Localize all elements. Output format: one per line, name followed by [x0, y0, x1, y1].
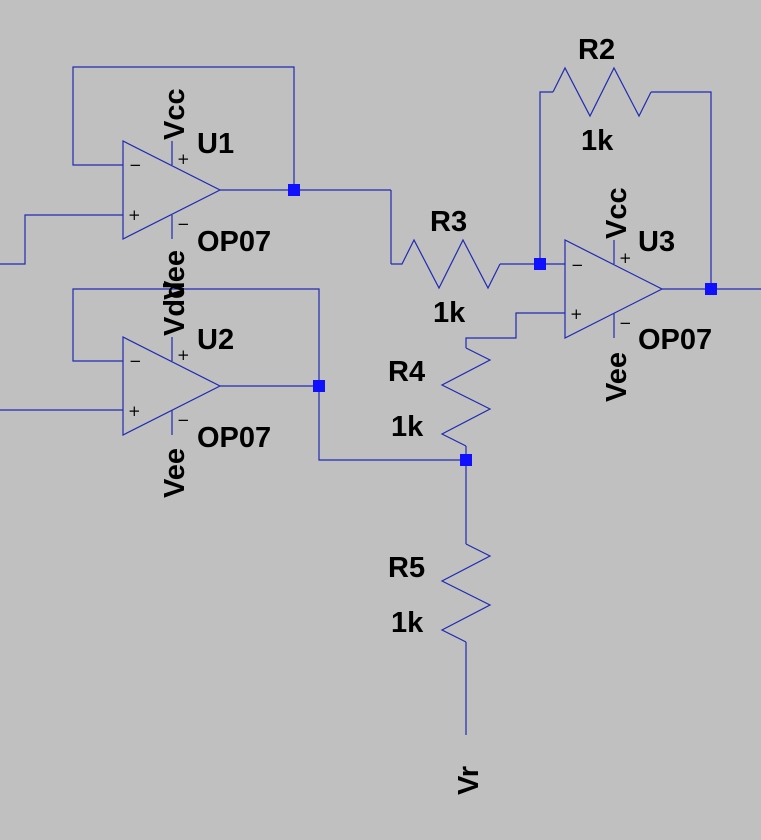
resistor-r3[interactable]: R3 1k: [391, 206, 501, 329]
wire-u3-plus-to-r4: [465, 312, 565, 348]
resistor-r2[interactable]: R2 1k: [552, 34, 652, 157]
junction-u3-output[interactable]: [705, 283, 717, 295]
opamp-u3-vee-label: Vee: [601, 352, 633, 402]
opamp-u1-inv-sign: −: [129, 156, 142, 174]
opamp-u3-noninv-sign: +: [570, 305, 583, 323]
wire-r2-right: [651, 91, 712, 289]
opamp-u3-inv-sign: −: [571, 256, 584, 274]
resistor-r4[interactable]: R4 1k: [388, 347, 492, 447]
opamp-u1-body: [122, 140, 222, 240]
opamp-u2-vee-label: Vee: [159, 448, 191, 498]
opamp-u2-noninv-sign: +: [128, 402, 141, 420]
opamp-u1-noninv-sign: +: [128, 206, 141, 224]
opamp-u2-model: OP07: [197, 422, 271, 454]
opamp-u2-ref: U2: [197, 324, 234, 356]
opamp-u3-vcc-label: Vcc: [601, 187, 633, 239]
resistor-r5-value: 1k: [391, 607, 424, 639]
resistor-r3-value: 1k: [433, 297, 466, 329]
resistor-r3-ref: R3: [430, 206, 467, 238]
resistor-r2-ref: R2: [578, 34, 615, 66]
opamp-u3[interactable]: − + + − U3 OP07 Vcc Vee: [564, 187, 712, 402]
wire-r2-left: [539, 91, 553, 264]
resistor-r2-zigzag: [552, 66, 652, 118]
resistor-r5[interactable]: R5 1k: [388, 543, 492, 643]
opamp-u2[interactable]: − + + − U2 OP07 Vdd Vee: [122, 281, 271, 498]
wire-u2-to-node: [318, 386, 466, 461]
resistor-r2-value: 1k: [581, 125, 614, 157]
opamp-u3-ref: U3: [638, 226, 675, 258]
opamp-u3-model: OP07: [638, 324, 712, 356]
opamp-u1-ref: U1: [197, 128, 234, 160]
resistor-r4-value: 1k: [391, 411, 424, 443]
opamp-u1-vee-sign: −: [177, 215, 190, 233]
junction-r4-r5-node[interactable]: [460, 454, 472, 466]
resistor-r5-ref: R5: [388, 552, 425, 584]
opamp-u3-vee-sign: −: [619, 314, 632, 332]
opamp-u3-vcc-sign: +: [619, 249, 632, 267]
resistor-r4-ref: R4: [388, 356, 425, 388]
opamp-u1-model: OP07: [197, 226, 271, 258]
opamp-u1-vcc-sign: +: [177, 150, 190, 168]
wire-u1-input: [0, 214, 123, 265]
net-label-vr[interactable]: Vr: [453, 766, 485, 795]
junction-u2-output[interactable]: [313, 380, 325, 392]
wires: [0, 66, 761, 735]
wire-u1-feedback: [72, 66, 295, 190]
resistor-r5-zigzag: [440, 543, 492, 643]
junction-u3-inv-input[interactable]: [534, 258, 546, 270]
opamp-u1-vcc-label: Vcc: [159, 88, 191, 140]
resistor-r3-zigzag: [391, 238, 501, 290]
opamp-u1[interactable]: − + + − U1 OP07 Vcc Vee: [122, 88, 271, 300]
junctions: [288, 184, 717, 466]
opamp-u2-vdd-label: Vdd: [159, 281, 191, 336]
opamp-u2-inv-sign: −: [129, 352, 142, 370]
opamp-u2-vee-sign: −: [177, 411, 190, 429]
resistor-r4-zigzag: [440, 347, 492, 447]
opamp-u2-vdd-sign: +: [177, 346, 190, 364]
junction-u1-output[interactable]: [288, 184, 300, 196]
wire-u2-feedback: [72, 288, 320, 386]
opamp-u1-vee-label: Vee: [159, 250, 191, 300]
